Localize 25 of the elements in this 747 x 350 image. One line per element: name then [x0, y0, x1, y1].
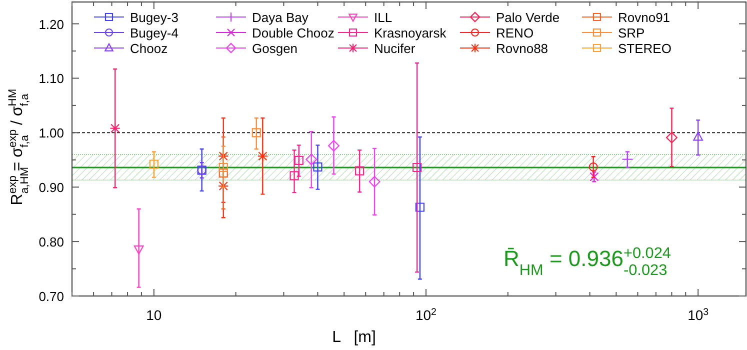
y-tick-label: 1.00 — [38, 126, 64, 141]
legend-label: STEREO — [618, 41, 672, 56]
legend-label: Double Chooz — [252, 26, 334, 40]
y-tick-label: 1.10 — [38, 71, 64, 86]
y-tick-label: 0.80 — [38, 234, 64, 250]
legend-label: Palo Verde — [496, 10, 560, 25]
legend-label: Chooz — [130, 41, 168, 56]
legend-label: Krasnoyarsk — [374, 26, 447, 40]
x-tick-label: 10 — [146, 307, 162, 323]
y-tick-label: 0.90 — [38, 180, 64, 196]
y-tick-label: 0.70 — [38, 289, 64, 304]
legend-label: Daya Bay — [252, 10, 309, 25]
legend-label: SRP — [618, 26, 645, 40]
legend-label: Nucifer — [374, 41, 416, 56]
x-tick-label: 10$^{3}$ — [688, 306, 710, 323]
x-axis-title: L [m] — [332, 329, 376, 346]
legend-label: Bugey-4 — [130, 26, 178, 40]
legend-label: Rovno88 — [496, 41, 548, 56]
legend-label: Gosgen — [252, 41, 298, 56]
legend-label: Bugey-3 — [130, 10, 178, 25]
y-tick-label: 1.20 — [38, 16, 64, 32]
legend-label: RENO — [496, 26, 534, 40]
legend-label: Rovno91 — [618, 10, 670, 25]
x-tick-label: 10$^{2}$ — [415, 306, 437, 323]
legend-label: ILL — [374, 10, 392, 25]
